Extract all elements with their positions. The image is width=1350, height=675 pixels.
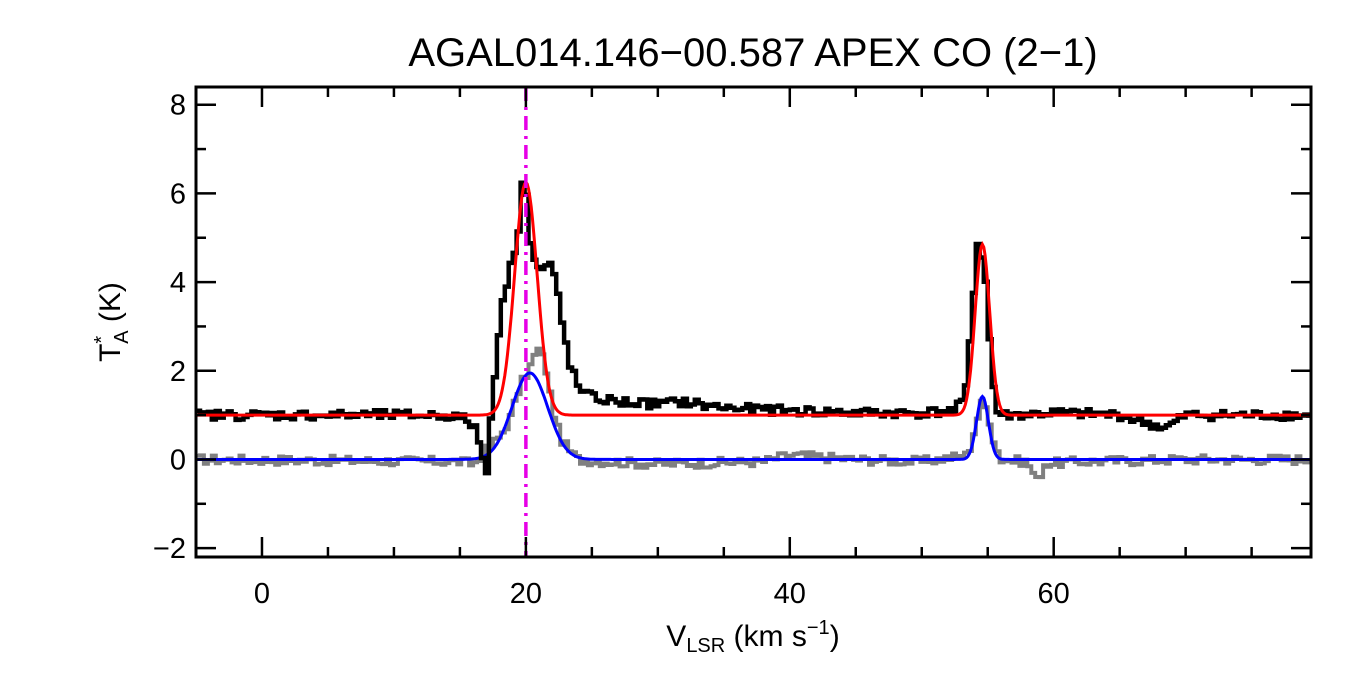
- y-axis-label: T*A (K): [91, 282, 133, 362]
- y-tick-label: 8: [170, 90, 186, 122]
- fit-12co-line: [196, 179, 1311, 417]
- y-tick-label: 4: [170, 267, 186, 299]
- y-tick-label: 2: [170, 356, 186, 388]
- y-axis-label-sub: A: [111, 330, 133, 344]
- x-axis-label-unit-post: ): [830, 620, 840, 653]
- x-axis-label: VLSR (km s−1): [666, 617, 839, 657]
- y-axis-label-unit: (K): [94, 282, 127, 330]
- x-axis-label-unit-pre: (km s: [725, 620, 807, 653]
- x-tick-label: 40: [774, 578, 806, 610]
- y-axis-label-main: T: [94, 344, 127, 362]
- chart-title: AGAL014.146−00.587 APEX CO (2−1): [408, 31, 1097, 75]
- series-layer: [196, 179, 1311, 480]
- spectrum-12co-line: [196, 180, 1311, 476]
- fit-13co-line: [196, 371, 1311, 461]
- x-axis-label-unit-sup: −1: [807, 617, 830, 639]
- x-axis-label-sub: LSR: [686, 635, 725, 657]
- x-tick-label: 60: [1038, 578, 1070, 610]
- tick-layer: [194, 87, 1311, 557]
- y-tick-label: 6: [170, 178, 186, 210]
- y-tick-label: 0: [170, 444, 186, 476]
- y-tick-labels: −2 0 2 4 6 8: [153, 90, 186, 565]
- x-tick-label: 0: [254, 578, 270, 610]
- x-tick-label: 20: [510, 578, 542, 610]
- y-axis-label-sup: *: [91, 336, 113, 344]
- x-axis-label-main: V: [666, 620, 686, 653]
- x-tick-labels: 0 20 40 60: [254, 578, 1070, 610]
- y-tick-label: −2: [153, 533, 186, 565]
- plot-frame: [194, 85, 1313, 559]
